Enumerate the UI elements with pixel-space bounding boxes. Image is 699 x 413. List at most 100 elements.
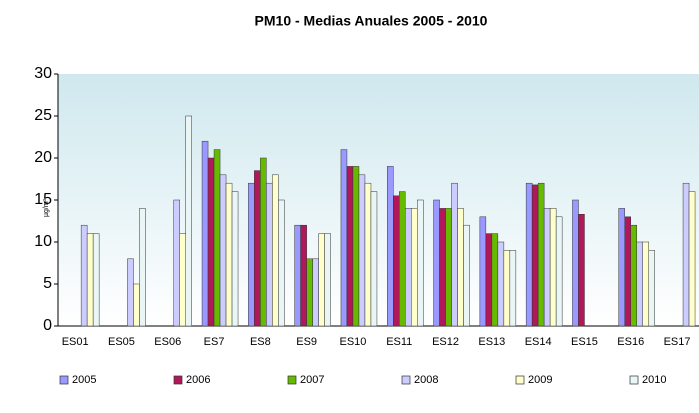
bar xyxy=(358,174,366,327)
legend-swatch xyxy=(401,375,411,385)
y-axis-label: µg/m³ xyxy=(43,198,50,217)
x-tick-label: ES10 xyxy=(339,336,366,348)
legend-label: 2009 xyxy=(528,374,552,386)
x-tick-label: ES17 xyxy=(664,336,691,348)
bar xyxy=(179,233,186,327)
bar xyxy=(185,115,192,327)
bar xyxy=(624,216,631,327)
bar xyxy=(370,191,378,327)
bar xyxy=(439,208,446,327)
bar xyxy=(497,241,505,327)
bar xyxy=(491,233,499,327)
y-tick-label: 5 xyxy=(43,275,52,292)
bar xyxy=(225,182,233,327)
bar xyxy=(352,166,360,327)
bar xyxy=(219,174,227,327)
legend-swatch xyxy=(629,375,639,385)
bar xyxy=(324,233,331,327)
legend-label: 2007 xyxy=(300,374,324,386)
bar xyxy=(479,216,487,327)
bar xyxy=(688,191,696,327)
bar xyxy=(578,214,585,327)
x-tick-label: ES8 xyxy=(250,336,271,348)
legend-label: 2005 xyxy=(72,374,96,386)
x-tick-label: ES15 xyxy=(571,336,598,348)
bar xyxy=(445,208,452,327)
legend-swatch xyxy=(287,375,297,385)
bar xyxy=(266,182,273,327)
x-tick-label: ES7 xyxy=(204,336,225,348)
legend-label: 2008 xyxy=(414,374,438,386)
bar xyxy=(648,250,655,327)
y-tick-label: 10 xyxy=(34,233,52,250)
y-tick-label: 15 xyxy=(34,191,52,208)
x-tick-label: ES12 xyxy=(432,336,459,348)
chart-title: PM10 - Medias Anuales 2005 - 2010 xyxy=(255,13,488,29)
plot-area xyxy=(58,74,699,326)
bar xyxy=(248,182,255,327)
bar xyxy=(399,191,406,327)
bar xyxy=(92,233,100,327)
bar xyxy=(433,199,440,327)
bar xyxy=(272,174,279,327)
bar xyxy=(201,140,209,327)
legend-label: 2010 xyxy=(642,374,666,386)
bar xyxy=(555,216,563,327)
bar xyxy=(306,258,313,327)
bar xyxy=(572,199,579,327)
bar xyxy=(417,199,424,327)
bar xyxy=(463,224,470,327)
x-tick-label: ES16 xyxy=(617,336,644,348)
x-tick-label: ES13 xyxy=(478,336,505,348)
bar xyxy=(207,157,215,327)
bar xyxy=(503,250,511,327)
y-tick-label: 20 xyxy=(34,149,52,166)
y-tick-label: 0 xyxy=(43,317,52,334)
bar xyxy=(213,149,221,327)
bar xyxy=(318,233,325,327)
bar xyxy=(300,224,307,327)
x-tick-label: ES06 xyxy=(154,336,181,348)
bar xyxy=(485,233,493,327)
bar xyxy=(133,283,140,327)
bar xyxy=(312,258,319,327)
bar xyxy=(346,166,354,327)
bar xyxy=(340,149,348,327)
legend-swatch xyxy=(173,375,183,385)
bar xyxy=(543,208,551,327)
bar xyxy=(411,208,418,327)
bar xyxy=(509,250,517,327)
y-tick-label: 30 xyxy=(34,65,52,82)
x-tick-label: ES14 xyxy=(525,336,552,348)
bar xyxy=(537,182,545,327)
bar xyxy=(278,199,285,327)
bar xyxy=(636,241,643,327)
x-tick-label: ES11 xyxy=(386,336,412,348)
legend-swatch xyxy=(59,375,69,385)
bar xyxy=(80,224,88,327)
x-tick-label: ES9 xyxy=(296,336,317,348)
bar xyxy=(86,233,94,327)
bar xyxy=(364,182,372,327)
bar xyxy=(451,182,458,327)
bar xyxy=(231,191,239,327)
bar xyxy=(525,182,533,327)
bar xyxy=(173,199,180,327)
bar xyxy=(405,208,412,327)
bar xyxy=(642,241,649,327)
x-tick-label: ES05 xyxy=(108,336,135,348)
y-tick-label: 25 xyxy=(34,107,52,124)
bar xyxy=(139,208,146,327)
bar xyxy=(127,258,134,327)
bar xyxy=(531,184,539,327)
bar xyxy=(254,170,261,327)
x-tick-label: ES01 xyxy=(62,336,89,348)
bar xyxy=(549,208,557,327)
bar xyxy=(457,208,464,327)
bar xyxy=(387,166,394,327)
legend-swatch xyxy=(515,375,525,385)
bar xyxy=(294,224,301,327)
bar xyxy=(682,182,690,327)
bar xyxy=(393,195,400,327)
